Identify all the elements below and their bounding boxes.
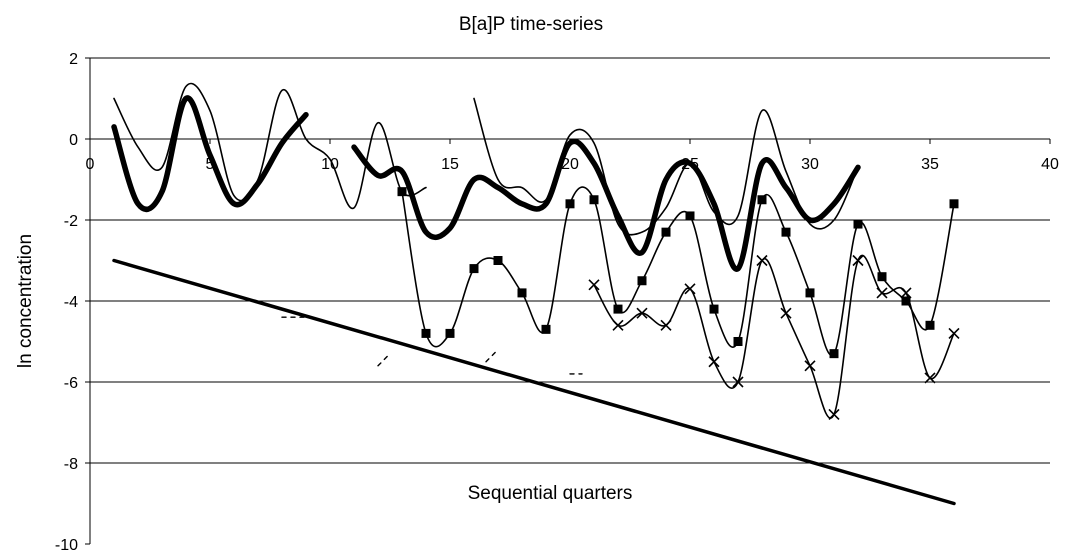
series-thick-line	[111, 95, 309, 213]
y-tick-label: -4	[64, 294, 78, 311]
x-marker-point	[612, 319, 624, 331]
square-marker-point	[685, 211, 695, 221]
x-marker-point	[780, 307, 792, 319]
y-tick-label: -8	[64, 456, 78, 473]
square-marker-point	[853, 219, 863, 229]
square-marker-point	[541, 324, 551, 334]
chart-title: B[a]P time-series	[459, 14, 603, 35]
square-marker-point	[565, 199, 575, 209]
x-tick-label: 5	[206, 156, 215, 173]
square-marker-point	[637, 276, 647, 286]
square-marker-point	[877, 272, 887, 282]
x-axis-label: Sequential quarters	[468, 483, 633, 504]
series-thin-line	[473, 97, 859, 236]
x-marker-point	[660, 319, 672, 331]
square-marker-point	[493, 256, 503, 265]
x-marker-point	[852, 254, 864, 267]
y-tick-label: 2	[69, 51, 78, 68]
series-thin-line	[113, 82, 427, 209]
square-marker-point	[805, 288, 815, 298]
y-axis-label: ln concentration	[15, 234, 36, 368]
square-marker-point	[733, 337, 743, 346]
x-tick-label: 30	[801, 156, 819, 173]
series-trend-line	[112, 258, 956, 506]
x-tick-label: 35	[921, 156, 939, 173]
y-tick-label: 0	[69, 132, 78, 149]
square-marker-point	[901, 296, 911, 306]
square-marker-point	[829, 349, 839, 359]
plot-area	[111, 82, 960, 506]
square-marker-point	[589, 195, 599, 205]
square-marker-point	[757, 195, 767, 205]
x-tick-label: 20	[561, 156, 579, 173]
x-tick-labels: 0 5 10 15 20 25 30 35 40	[86, 156, 1059, 173]
x-marker-point	[636, 307, 648, 319]
axes	[85, 57, 1051, 545]
y-tick-label: -10	[55, 537, 78, 554]
square-marker-point	[469, 264, 479, 274]
gridlines	[90, 57, 1050, 464]
square-marker-point	[661, 227, 671, 237]
x-marker-point	[828, 408, 840, 420]
x-marker-point	[804, 360, 816, 372]
square-marker-point	[397, 187, 407, 197]
square-marker-point	[613, 304, 623, 314]
x-marker-point	[684, 283, 696, 295]
series-dashed-fragments-line	[377, 352, 391, 367]
x-marker-point	[588, 279, 600, 291]
series-thick-line	[351, 138, 861, 272]
x-marker-point	[924, 372, 936, 384]
series-x-markers-line	[593, 255, 955, 419]
x-marker-point	[900, 287, 912, 299]
square-marker-point	[709, 304, 719, 314]
x-tick-label: 40	[1041, 156, 1059, 173]
y-tick-labels: 2 0 -2 -4 -6 -8 -10	[55, 51, 78, 554]
x-marker-point	[708, 356, 720, 368]
square-marker-point	[421, 328, 431, 338]
square-marker-point	[445, 328, 455, 338]
x-marker-point	[948, 327, 960, 339]
x-tick-label: 0	[86, 156, 95, 173]
x-marker-point	[756, 254, 768, 267]
y-tick-label: -2	[64, 213, 78, 230]
x-marker-point	[732, 376, 744, 388]
y-tick-label: -6	[64, 375, 78, 392]
square-marker-point	[781, 227, 791, 237]
square-marker-point	[925, 320, 935, 330]
square-marker-point	[517, 288, 527, 298]
x-marker-point	[876, 287, 888, 299]
x-tick-label: 15	[441, 156, 459, 173]
series-dashed-fragments-line	[485, 348, 499, 363]
square-marker-point	[949, 199, 959, 209]
